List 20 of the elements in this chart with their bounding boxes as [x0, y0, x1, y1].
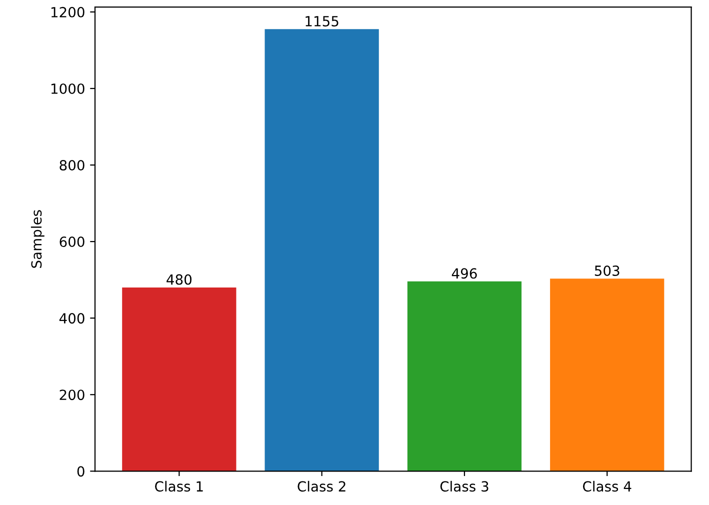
data-label: 496: [452, 268, 477, 279]
y-tick-label: 200: [60, 390, 84, 400]
data-label: 503: [594, 265, 620, 276]
y-tick-label: 0: [77, 466, 84, 477]
y-tick-label: 400: [59, 313, 84, 324]
y-tick-label: 1000: [51, 83, 84, 94]
data-label: 480: [166, 274, 192, 285]
y-axis-title: Samples: [30, 210, 44, 268]
y-tick-label: 1200: [51, 6, 84, 18]
y-tick-label: 600: [60, 236, 84, 248]
x-tick-label: Class 4: [582, 480, 632, 492]
data-label: 1155: [306, 16, 338, 26]
x-tick-label: Class 1: [155, 480, 203, 492]
bar: [264, 29, 379, 472]
bar: [122, 287, 236, 472]
x-tick-label: Class 2: [298, 480, 346, 492]
y-tick-label: 800: [60, 160, 84, 170]
bar: [407, 281, 522, 472]
x-tick-label: Class 3: [440, 480, 488, 492]
bar: [550, 278, 664, 472]
